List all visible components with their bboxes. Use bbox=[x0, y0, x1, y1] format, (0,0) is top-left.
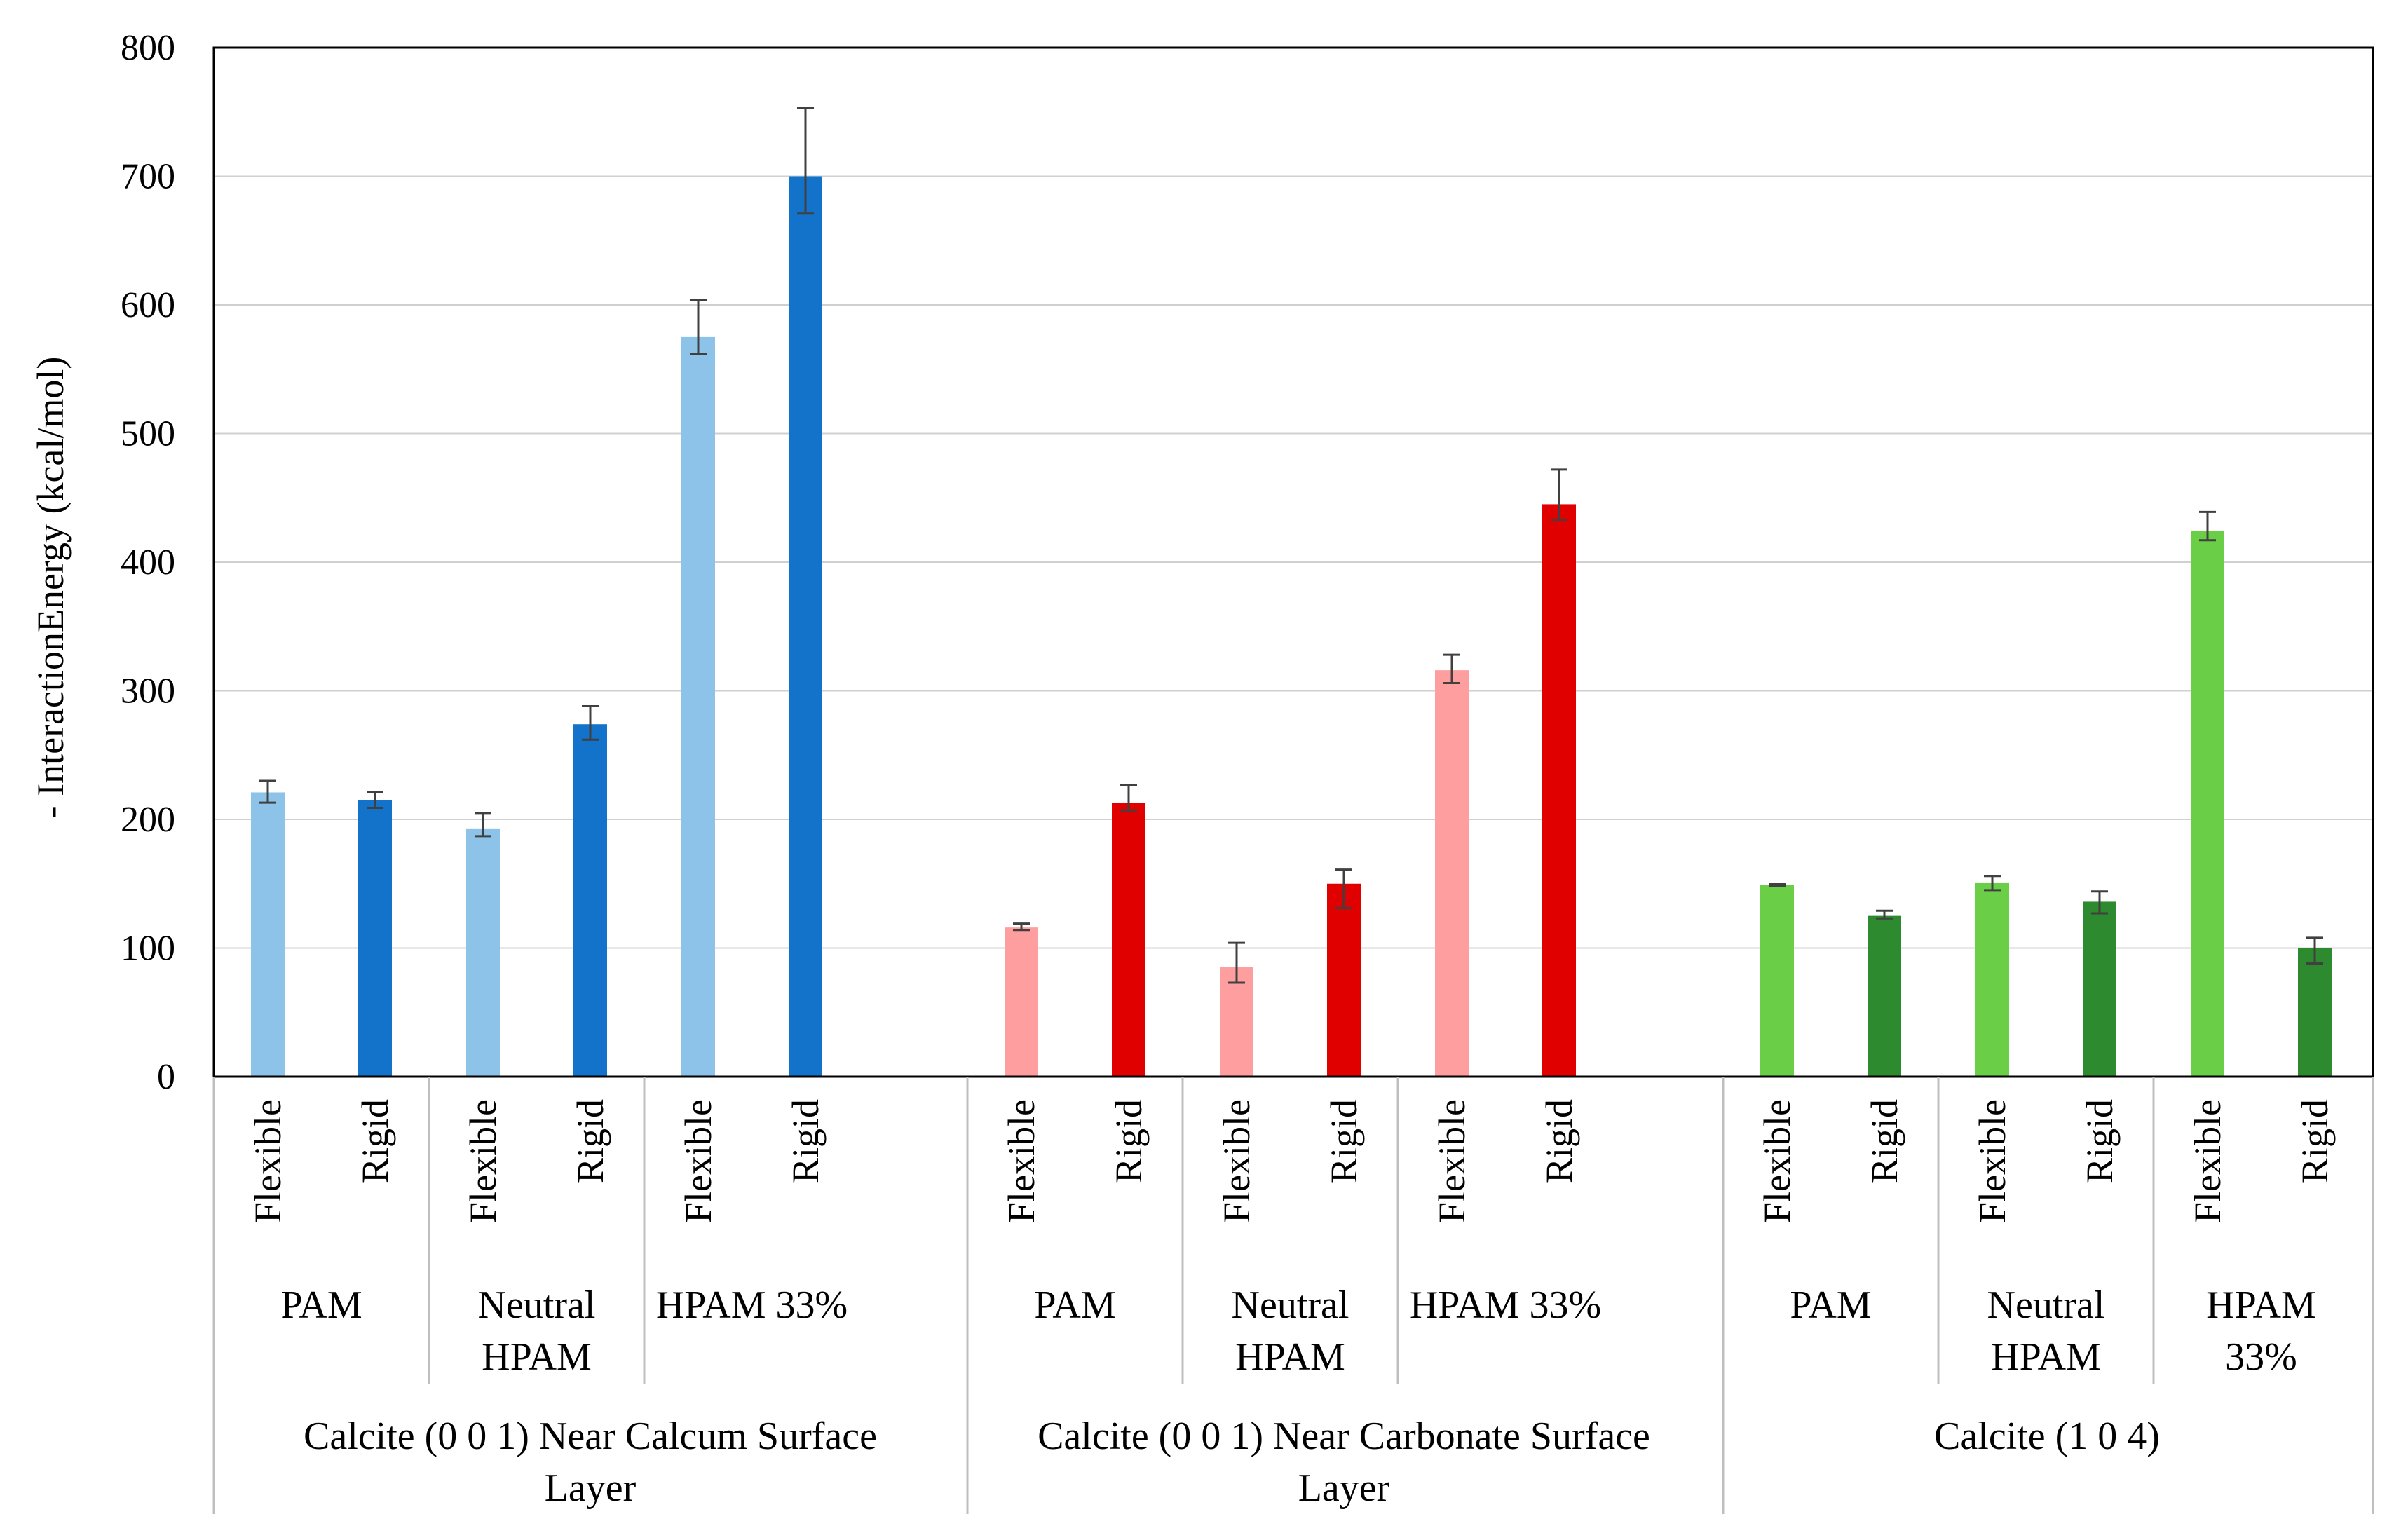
y-tick-label-0: 0 bbox=[157, 1057, 175, 1097]
error-bars bbox=[259, 107, 2323, 984]
group-label-g0-line0: Calcite (0 0 1) Near Calcum Surface bbox=[304, 1415, 877, 1458]
subgroup-label-g2-s2-line0: HPAM bbox=[2206, 1283, 2316, 1327]
x-tick-label-g1-s2-rigid: Rigid bbox=[1538, 1099, 1580, 1183]
bars bbox=[251, 176, 2332, 1077]
bar-g0-s2-flexible bbox=[681, 336, 715, 1077]
bar-g2-s0-rigid bbox=[1868, 915, 1901, 1077]
bar-g2-s1-flexible bbox=[1975, 882, 2009, 1077]
x-tick-label-g1-s0-flexible: Flexible bbox=[1000, 1099, 1042, 1223]
bar-g1-s0-flexible bbox=[1005, 927, 1038, 1077]
bar-g2-s2-rigid bbox=[2298, 948, 2332, 1077]
bar-g1-s2-rigid bbox=[1542, 504, 1576, 1077]
subgroup-label-g1-s0-line0: PAM bbox=[1034, 1283, 1115, 1327]
x-tick-label-g1-s1-rigid: Rigid bbox=[1323, 1099, 1365, 1183]
group-label-g1-line1: Layer bbox=[1298, 1466, 1390, 1510]
y-axis-label: - InteractionEnergy (kcal/mol) bbox=[29, 357, 72, 819]
y-tick-label-700: 700 bbox=[121, 157, 175, 197]
subgroup-label-g0-s2-line0: HPAM 33% bbox=[656, 1283, 848, 1327]
plot-frame bbox=[212, 46, 2374, 1078]
subgroup-label-g1-s1-line1: HPAM bbox=[1235, 1335, 1345, 1379]
y-tick-labels: 0 100 200 300 400 500 600 700 800 bbox=[121, 28, 175, 1097]
y-tick-label-800: 800 bbox=[121, 28, 175, 68]
bar-g1-s0-rigid bbox=[1112, 803, 1145, 1077]
bar-g1-s1-rigid bbox=[1327, 883, 1361, 1077]
bar-g0-s0-rigid bbox=[358, 800, 392, 1077]
x-tick-label-g1-s1-flexible: Flexible bbox=[1216, 1099, 1258, 1223]
x-tick-label-g2-s1-rigid: Rigid bbox=[2079, 1099, 2121, 1183]
bar-g2-s2-flexible bbox=[2191, 531, 2224, 1077]
x-tick-label-g0-s2-flexible: Flexible bbox=[677, 1099, 719, 1223]
subgroup-label-g1-s2-line0: HPAM 33% bbox=[1410, 1283, 1601, 1327]
x-tick-label-g2-s0-rigid: Rigid bbox=[1863, 1099, 1905, 1183]
bar-g0-s1-flexible bbox=[466, 828, 500, 1077]
bar-g1-s2-flexible bbox=[1435, 670, 1469, 1077]
subgroup-label-g1-s1-line0: Neutral bbox=[1232, 1283, 1349, 1327]
x-tick-label-g0-s2-rigid: Rigid bbox=[784, 1099, 827, 1183]
gridlines bbox=[214, 175, 2373, 949]
category-dividers bbox=[212, 1077, 2374, 1514]
bar-g0-s2-rigid bbox=[789, 176, 822, 1077]
x-tick-label-g2-s2-rigid: Rigid bbox=[2294, 1099, 2336, 1183]
subgroup-label-g2-s1-line1: HPAM bbox=[1991, 1335, 2101, 1379]
x-tick-label-g0-s1-flexible: Flexible bbox=[462, 1099, 504, 1223]
x-tick-label-g1-s2-flexible: Flexible bbox=[1431, 1099, 1473, 1223]
x-tick-label-g1-s0-rigid: Rigid bbox=[1108, 1099, 1150, 1183]
subgroup-label-g2-s2-line1: 33% bbox=[2225, 1335, 2297, 1379]
x-tick-label-g0-s0-flexible: Flexible bbox=[247, 1099, 289, 1223]
group-label-g1-line0: Calcite (0 0 1) Near Carbonate Surface bbox=[1038, 1415, 1650, 1458]
y-tick-label-100: 100 bbox=[121, 929, 175, 969]
x-axis-labels: Flexible Rigid PAM Flexible Rigid Neutral HPAM… bbox=[247, 1099, 2336, 1510]
y-tick-label-600: 600 bbox=[121, 285, 175, 325]
group-label-g0-line1: Layer bbox=[545, 1466, 637, 1510]
x-tick-label-g2-s1-flexible: Flexible bbox=[1971, 1099, 2013, 1223]
bar-g2-s0-flexible bbox=[1760, 885, 1794, 1077]
bar-g1-s1-flexible bbox=[1220, 967, 1253, 1077]
subgroup-label-g2-s0-line0: PAM bbox=[1790, 1283, 1871, 1327]
subgroup-label-g0-s1-line0: Neutral bbox=[478, 1283, 596, 1327]
y-tick-label-300: 300 bbox=[121, 672, 175, 711]
subgroup-label-g0-s1-line1: HPAM bbox=[482, 1335, 592, 1379]
subgroup-label-g0-s0-line0: PAM bbox=[280, 1283, 362, 1327]
group-label-g2-line0: Calcite (1 0 4) bbox=[1934, 1415, 2160, 1458]
bar-g0-s1-rigid bbox=[573, 724, 607, 1077]
x-tick-label-g0-s1-rigid: Rigid bbox=[569, 1099, 611, 1183]
bar-g2-s1-rigid bbox=[2083, 901, 2116, 1077]
y-tick-label-500: 500 bbox=[121, 414, 175, 454]
y-tick-label-400: 400 bbox=[121, 543, 175, 582]
subgroup-label-g2-s1-line0: Neutral bbox=[1987, 1283, 2105, 1327]
y-tick-label-200: 200 bbox=[121, 800, 175, 840]
bar-g0-s0-flexible bbox=[251, 792, 285, 1077]
x-tick-label-g2-s0-flexible: Flexible bbox=[1756, 1099, 1798, 1223]
x-tick-label-g0-s0-rigid: Rigid bbox=[354, 1099, 396, 1183]
x-tick-label-g2-s2-flexible: Flexible bbox=[2186, 1099, 2229, 1223]
plot-border bbox=[212, 46, 2374, 1078]
